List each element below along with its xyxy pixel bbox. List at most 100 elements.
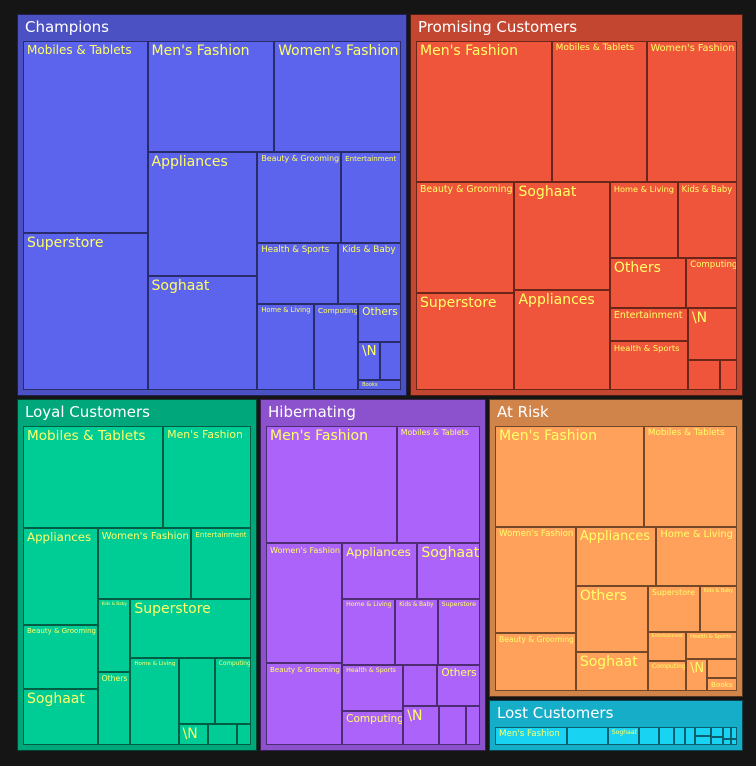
tile-men-s-fashion[interactable]: Men's Fashion (495, 426, 644, 528)
tile-n[interactable]: \N (358, 341, 380, 380)
tile-home-living[interactable] (694, 727, 712, 736)
tile-superstore[interactable]: Superstore (23, 232, 148, 390)
tile-others[interactable] (711, 727, 723, 737)
tile-appliances[interactable]: Appliances (575, 527, 657, 587)
tile-books[interactable] (236, 724, 251, 745)
tile-others[interactable]: Others (609, 257, 687, 309)
tile-superstore[interactable] (684, 727, 695, 745)
tile-women-s-fashion[interactable]: Women's Fashion (97, 528, 192, 599)
tile-school-education[interactable] (207, 724, 237, 745)
tile-appliances[interactable]: Appliances (147, 152, 258, 277)
tile-appliances[interactable]: Appliances (23, 528, 98, 625)
tile-soghaat[interactable]: Soghaat (23, 688, 98, 745)
tile-superstore[interactable]: Superstore (416, 292, 515, 390)
tile-computing[interactable] (711, 736, 723, 745)
tile-computing[interactable]: Computing (686, 257, 737, 309)
tile-appliances[interactable]: Appliances (342, 543, 418, 600)
tile-entertainment[interactable] (722, 727, 731, 739)
tile-mobiles-tablets[interactable]: Mobiles & Tablets (23, 426, 164, 529)
group-lost-customers[interactable]: Lost Customers Men's Fashion Soghaat (489, 700, 743, 751)
tile-health-sports[interactable]: Health & Sports (609, 340, 688, 390)
tile-men-s-fashion[interactable]: Men's Fashion (495, 727, 567, 745)
tile-school-education[interactable] (707, 659, 737, 679)
tile-mobiles-tablets[interactable]: Mobiles & Tablets (396, 426, 480, 544)
tile-books[interactable]: Books (358, 379, 401, 390)
group-champions[interactable]: Champions Mobiles & Tablets Superstore Men'… (17, 14, 407, 396)
tile-mobiles-tablets[interactable]: Mobiles & Tablets (643, 426, 737, 528)
tile-health-sports[interactable]: Health & Sports (257, 243, 339, 304)
tile-men-s-fashion[interactable]: Men's Fashion (416, 41, 552, 183)
tile-kids-baby[interactable]: Kids & Baby (395, 599, 438, 665)
tile-n[interactable]: \N (686, 659, 708, 691)
tile-school-education[interactable] (687, 360, 720, 390)
tile-beauty-grooming[interactable] (674, 727, 685, 745)
tile-others[interactable]: Others (437, 664, 480, 706)
tile-school-education[interactable] (438, 705, 466, 745)
tile-kids-baby[interactable]: Kids & Baby (338, 243, 401, 304)
tile-entertainment[interactable]: Entertainment (647, 631, 687, 662)
tile-health-sports[interactable] (178, 658, 215, 725)
tile-women-s-fashion[interactable] (638, 727, 660, 745)
tile-n[interactable]: \N (178, 724, 208, 745)
tile-men-s-fashion[interactable]: Men's Fashion (147, 41, 275, 153)
tile-health-sports[interactable]: Health & Sports (686, 631, 737, 660)
tile-appliances[interactable]: Appliances (514, 289, 610, 390)
tile-n[interactable] (722, 738, 732, 745)
tile-others[interactable]: Others (97, 671, 131, 745)
tile-men-s-fashion[interactable]: Men's Fashion (266, 426, 397, 544)
tile-entertainment[interactable]: Entertainment (191, 528, 251, 599)
tile-entertainment[interactable]: Entertainment (341, 152, 401, 244)
tile-computing[interactable]: Computing (314, 303, 359, 390)
tile-women-s-fashion[interactable]: Women's Fashion (266, 543, 343, 663)
tile-superstore[interactable]: Superstore (437, 599, 480, 665)
tile-mobiles-tablets[interactable]: Mobiles & Tablets (23, 41, 148, 233)
tile-beauty-grooming[interactable]: Beauty & Grooming (416, 182, 515, 293)
group-promising-customers[interactable]: Promising Customers Men's Fashion Mobiles … (410, 14, 743, 396)
tile-women-s-fashion[interactable]: Women's Fashion (495, 527, 576, 633)
tile-kids-baby[interactable]: Kids & Baby (97, 598, 131, 672)
tile-computing[interactable]: Computing (214, 658, 251, 725)
tile-entertainment[interactable] (403, 664, 438, 706)
tile-soghaat[interactable]: Soghaat (514, 182, 610, 290)
tile-mobiles-tablets[interactable] (566, 727, 608, 745)
tile-kids-baby[interactable] (694, 736, 712, 745)
tile-beauty-grooming[interactable]: Beauty & Grooming (257, 152, 342, 244)
tile-mobiles-tablets[interactable]: Mobiles & Tablets (551, 41, 647, 183)
tile-books[interactable]: Books (707, 678, 737, 691)
tile-soghaat[interactable]: Soghaat (575, 651, 648, 691)
tile-home-living[interactable]: Home & Living (609, 182, 678, 258)
tile-n[interactable]: \N (403, 705, 439, 745)
tile-entertainment[interactable]: Entertainment (609, 308, 688, 341)
tile-health-sports[interactable] (730, 727, 737, 739)
tile-n[interactable]: \N (687, 308, 737, 361)
tile-others[interactable]: Others (575, 586, 648, 652)
tile-home-living[interactable]: Home & Living (656, 527, 737, 587)
tile-beauty-grooming[interactable]: Beauty & Grooming (266, 662, 343, 745)
tile-books[interactable] (719, 360, 737, 390)
tile-books[interactable] (731, 738, 737, 745)
tile-health-sports[interactable]: Health & Sports (342, 664, 404, 711)
tile-books[interactable] (465, 705, 480, 745)
tile-kids-baby[interactable]: Kids & Baby (677, 182, 737, 258)
tile-women-s-fashion[interactable]: Women's Fashion (274, 41, 401, 153)
tile-others[interactable]: Others (358, 303, 401, 342)
tile-beauty-grooming[interactable]: Beauty & Grooming (495, 632, 576, 691)
group-hibernating[interactable]: Hibernating Men's Fashion Mobiles & Tablet… (260, 399, 486, 751)
tile-computing[interactable]: Computing (342, 710, 404, 745)
tile-soghaat[interactable]: Soghaat (417, 543, 480, 600)
tile-appliances[interactable] (659, 727, 675, 745)
tile-soghaat[interactable]: Soghaat (607, 727, 639, 745)
tile-computing[interactable]: Computing (647, 661, 687, 691)
tile-school-education[interactable] (379, 341, 401, 380)
tile-home-living[interactable]: Home & Living (342, 599, 396, 665)
tile-home-living[interactable]: Home & Living (130, 658, 179, 745)
group-at-risk[interactable]: At Risk Men's Fashion Mobiles & Tablets Wom… (489, 399, 743, 697)
tile-women-s-fashion[interactable]: Women's Fashion (646, 41, 737, 183)
tile-soghaat[interactable]: Soghaat (147, 276, 258, 390)
tile-superstore[interactable]: Superstore (647, 586, 700, 632)
group-loyal-customers[interactable]: Loyal Customers Mobiles & Tablets Men's Fa… (17, 399, 257, 751)
tile-men-s-fashion[interactable]: Men's Fashion (163, 426, 251, 529)
tile-kids-baby[interactable]: Kids & Baby (699, 586, 737, 632)
tile-home-living[interactable]: Home & Living (257, 303, 315, 390)
tile-superstore[interactable]: Superstore (130, 598, 251, 659)
